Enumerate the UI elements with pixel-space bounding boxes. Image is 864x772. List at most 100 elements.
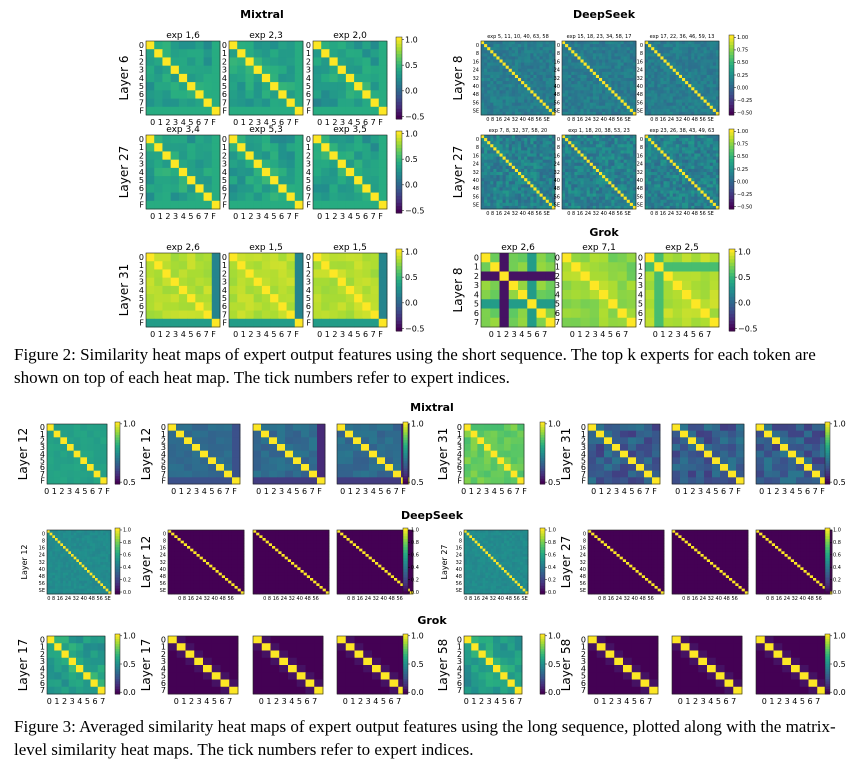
heat-cell	[660, 105, 664, 110]
heat-cell	[542, 53, 547, 57]
colorbar-tick-label: 0.5	[405, 61, 418, 70]
heat-cell	[481, 138, 485, 142]
heat-cell	[700, 187, 704, 191]
heat-cell	[487, 90, 491, 94]
heat-cell	[694, 193, 698, 198]
heat-cell	[496, 144, 500, 148]
heat-cell	[645, 271, 655, 282]
heat-cell	[168, 430, 177, 438]
heat-cell	[580, 87, 584, 91]
heat-cell	[608, 65, 612, 70]
heat-cell	[294, 294, 304, 303]
heat-cell	[337, 310, 347, 320]
colorbar-tick-label: −0.5	[405, 324, 424, 333]
heat-cell	[571, 162, 575, 167]
heat-cell	[623, 65, 628, 70]
heat-cell	[530, 168, 534, 173]
heatmap	[480, 252, 556, 328]
heat-cell	[146, 57, 155, 67]
heat-cell	[514, 84, 519, 88]
heat-cell	[548, 178, 553, 182]
heat-cell	[602, 96, 606, 100]
heat-cell	[605, 68, 609, 73]
heat-cell	[527, 105, 531, 110]
heat-cell	[508, 44, 513, 48]
heat-cell	[626, 56, 631, 60]
heat-cell	[378, 41, 388, 50]
heat-cell	[712, 71, 717, 76]
heat-cell	[514, 93, 519, 97]
heat-cell	[648, 178, 652, 182]
heat-cell	[562, 53, 566, 57]
heat-cell	[599, 102, 603, 107]
heat-cell	[195, 192, 204, 202]
heat-cell	[499, 175, 503, 179]
mixtral-panel-title: exp 2,3	[249, 31, 283, 41]
heat-cell	[178, 106, 188, 116]
heat-cell	[599, 202, 603, 207]
heat-cell	[270, 253, 279, 262]
heat-cell	[511, 141, 516, 145]
heat-cell	[620, 56, 625, 60]
heatmap	[312, 134, 388, 210]
heat-cell	[499, 162, 503, 167]
heat-cell	[493, 181, 497, 185]
y-tick-label: 40	[554, 178, 560, 184]
heat-cell	[691, 178, 695, 182]
heat-cell	[481, 62, 485, 67]
heat-cell	[245, 253, 255, 262]
heat-cell	[574, 65, 578, 70]
heat-cell	[678, 184, 683, 188]
heat-cell	[611, 68, 615, 73]
colorbar-segment	[396, 98, 402, 103]
heat-cell	[533, 162, 537, 167]
heat-cell	[583, 84, 588, 88]
heat-cell	[154, 41, 163, 50]
heat-cell	[654, 141, 658, 145]
heat-cell	[645, 181, 649, 185]
heat-cell	[715, 50, 720, 54]
heat-cell	[484, 156, 488, 161]
heat-cell	[536, 87, 540, 91]
heat-cell	[170, 253, 180, 262]
y-tick-label: 8	[557, 145, 560, 151]
y-tick-label: 3	[222, 66, 227, 75]
heat-cell	[490, 138, 494, 142]
colorbar-segment	[396, 37, 402, 41]
heat-cell	[682, 262, 692, 272]
heat-cell	[565, 62, 569, 67]
heat-cell	[146, 277, 155, 287]
grok-title: Grok	[589, 226, 619, 239]
heat-cell	[542, 165, 547, 170]
heat-cell	[329, 285, 339, 295]
y-tick-label: 6	[139, 90, 144, 99]
heat-cell	[602, 41, 606, 45]
heat-cell	[195, 82, 204, 91]
heat-cell	[629, 162, 634, 167]
heat-cell	[270, 65, 279, 75]
heat-cell	[608, 108, 612, 113]
heat-cell	[493, 156, 497, 161]
heat-cell	[203, 192, 213, 202]
heat-cell	[354, 49, 363, 58]
heat-cell	[502, 56, 507, 60]
heat-cell	[678, 84, 683, 88]
heat-cell	[542, 144, 547, 148]
heat-cell	[505, 108, 510, 113]
heat-cell	[511, 172, 516, 176]
heat-cell	[605, 147, 609, 151]
heat-cell	[602, 156, 606, 161]
heat-cell	[354, 65, 363, 75]
heat-cell	[493, 59, 497, 63]
heat-cell	[195, 98, 204, 108]
heat-cell	[589, 271, 600, 282]
heat-cell	[697, 56, 701, 60]
mixtral-panel-title: exp 3,5	[333, 125, 367, 135]
heat-cell	[608, 159, 612, 164]
colorbar-segment	[396, 115, 402, 120]
heat-cell	[533, 56, 537, 60]
heat-cell	[493, 99, 497, 104]
heat-cell	[574, 102, 578, 107]
heat-cell	[700, 138, 704, 142]
heat-cell	[536, 202, 540, 207]
